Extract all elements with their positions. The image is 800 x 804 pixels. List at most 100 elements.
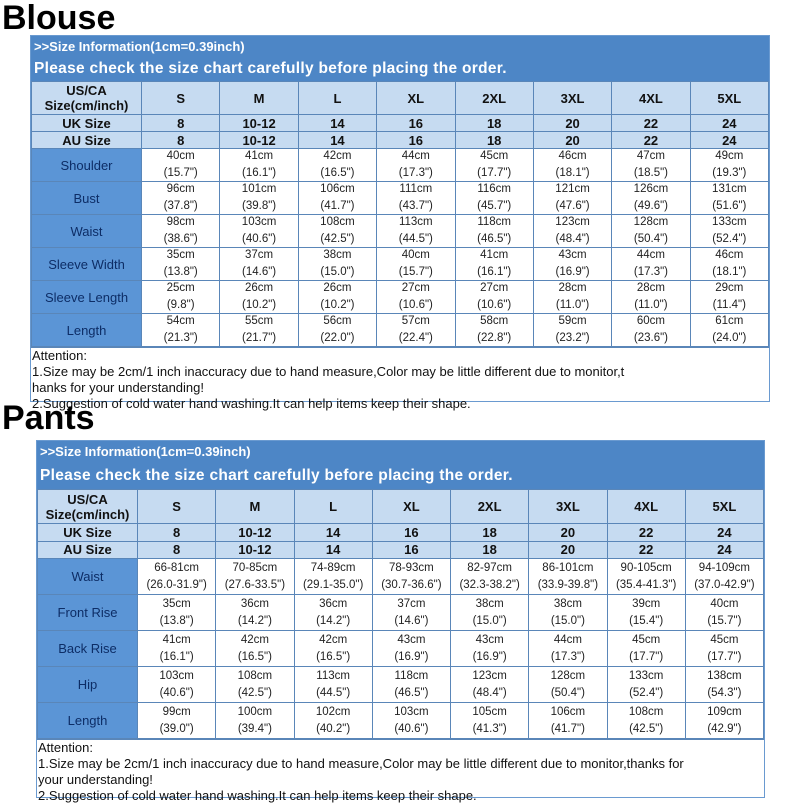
cm-value: 116cm (477, 183, 512, 195)
measurement-cell: 103cm (40.6") (371, 702, 452, 739)
measurement-cell: 70-85cm (27.6-33.5") (215, 558, 295, 595)
attention-line: 1.Size may be 2cm/1 inch inaccuracy due … (38, 756, 684, 771)
au-size-cell: 20 (528, 540, 608, 559)
notice-text: Please check the size chart carefully be… (40, 467, 513, 484)
cm-value: 131cm (712, 183, 747, 195)
uk-size-cell: 18 (454, 114, 534, 132)
inch-value: (39.8") (242, 200, 277, 212)
cm-value: 126cm (633, 183, 669, 195)
measurement-cell: 46cm (18.1") (689, 247, 770, 281)
cm-value: 99cm (162, 705, 191, 718)
measurement-cell: 113cm (44.5") (293, 666, 373, 703)
inch-value: (13.8") (163, 266, 198, 278)
cm-value: 28cm (558, 282, 587, 294)
measurement-cell: 128cm (50.4") (528, 666, 608, 703)
cm-value: 59cm (558, 315, 587, 327)
measurement-label: Length (37, 702, 138, 739)
measurement-cell: 28cm (11.0") (532, 280, 613, 314)
au-size-cell: 22 (606, 540, 686, 559)
cm-value: 41cm (480, 249, 509, 261)
header-label-line: US/CA (67, 491, 108, 507)
uk-size-cell: 24 (684, 523, 765, 542)
inch-value: (37.0-42.9") (694, 578, 755, 591)
measurement-cell: 90-105cm (35.4-41.3") (606, 558, 686, 595)
measurement-cell: 46cm (18.1") (532, 148, 613, 182)
au-size-cell: 18 (454, 131, 534, 149)
cm-value: 138cm (707, 669, 742, 682)
cm-value: 101cm (241, 183, 277, 195)
inch-value: (40.6") (394, 722, 429, 735)
cm-value: 35cm (166, 249, 195, 261)
measurement-row: Length 54cm (21.3") 55cm (21.7") 56cm (22.0") 5… (31, 313, 770, 347)
measurement-cell: 99cm (39.0") (136, 702, 217, 739)
measurement-cell: 45cm (17.7") (606, 630, 686, 667)
measurement-cell: 111cm (43.7") (376, 181, 456, 215)
inch-value: (51.6") (712, 200, 747, 212)
measurement-cell: 96cm (37.8") (140, 181, 221, 215)
measurement-cell: 82-97cm (32.3-38.2") (449, 558, 530, 595)
measurement-cell: 123cm (48.4") (532, 214, 613, 248)
measurement-cell: 54cm (21.3") (140, 313, 221, 347)
inch-value: (18.1") (555, 167, 590, 179)
inch-value: (17.3") (398, 167, 433, 179)
measurement-cell: 36cm (14.2") (215, 594, 295, 631)
cm-value: 106cm (320, 183, 355, 195)
inch-value: (21.7") (242, 332, 277, 344)
inch-value: (17.3") (633, 266, 668, 278)
inch-value: (42.5") (629, 722, 664, 735)
cm-value: 103cm (159, 669, 194, 682)
inch-value: (44.5") (398, 233, 433, 245)
attention-line: hanks for your understanding! (32, 380, 204, 395)
au-size-cell: 14 (293, 540, 373, 559)
measurement-cell: 103cm (40.6") (219, 214, 299, 248)
measurement-label: Front Rise (37, 594, 138, 631)
measurement-cell: 38cm (15.0") (449, 594, 530, 631)
attention-line: 2.Suggestion of cold water hand washing.… (38, 788, 477, 803)
measurement-cell: 103cm (40.6") (136, 666, 217, 703)
inch-value: (39.4") (237, 722, 272, 735)
au-size-cell: 18 (449, 540, 530, 559)
cm-value: 90-105cm (620, 561, 672, 574)
inch-value: (10.2") (320, 299, 355, 311)
cm-value: 36cm (240, 597, 269, 610)
inch-value: (19.3") (712, 167, 747, 179)
cm-value: 54cm (166, 315, 195, 327)
inch-value: (18.5") (633, 167, 668, 179)
size-header-cell: M (215, 489, 295, 524)
measurement-cell: 35cm (13.8") (140, 247, 221, 281)
inch-value: (21.3") (163, 332, 198, 344)
inch-value: (33.9-39.8") (537, 578, 599, 591)
measurement-row: Hip 103cm (40.6") 108cm (42.5") 113cm (44.5") 1… (37, 666, 765, 703)
au-size-cell: 16 (376, 131, 456, 149)
cm-value: 49cm (715, 150, 744, 162)
measurement-cell: 133cm (52.4") (689, 214, 770, 248)
cm-value: 78-93cm (389, 561, 434, 574)
measurement-cell: 94-109cm (37.0-42.9") (684, 558, 765, 595)
measurement-label: Sleeve Length (31, 280, 142, 314)
cm-value: 111cm (399, 183, 433, 195)
measurement-cell: 43cm (16.9") (449, 630, 530, 667)
measurement-row: Waist 98cm (38.6") 103cm (40.6") 108cm (42.5")… (31, 214, 770, 248)
measurement-cell: 106cm (41.7") (528, 702, 608, 739)
cm-value: 38cm (323, 249, 352, 261)
measurement-cell: 42cm (16.5") (293, 630, 373, 667)
uk-size-cell: 24 (689, 114, 770, 132)
size-info-text: >>Size Information(1cm=0.39inch) (34, 39, 245, 54)
size-table: US/CA Size(cm/inch) S M L XL 2XL 3XL 4XL 5XL UK Si… (37, 489, 765, 739)
measurement-cell: 42cm (16.5") (215, 630, 295, 667)
cm-value: 43cm (475, 633, 504, 646)
inch-value: (22.4") (398, 332, 433, 344)
uk-size-label: UK Size (37, 523, 138, 542)
inch-value: (10.2") (242, 299, 277, 311)
cm-value: 28cm (636, 282, 665, 294)
header-label-cell: US/CA Size(cm/inch) (37, 489, 138, 524)
measurement-cell: 26cm (10.2") (219, 280, 299, 314)
cm-value: 25cm (166, 282, 195, 294)
measurement-cell: 45cm (17.7") (454, 148, 534, 182)
chart-header-band: >>Size Information(1cm=0.39inch) Please c… (31, 36, 769, 81)
cm-value: 94-109cm (698, 561, 750, 574)
cm-value: 46cm (558, 150, 587, 162)
inch-value: (17.7") (629, 650, 664, 663)
size-header-cell: S (140, 81, 221, 115)
measurement-cell: 37cm (14.6") (371, 594, 452, 631)
